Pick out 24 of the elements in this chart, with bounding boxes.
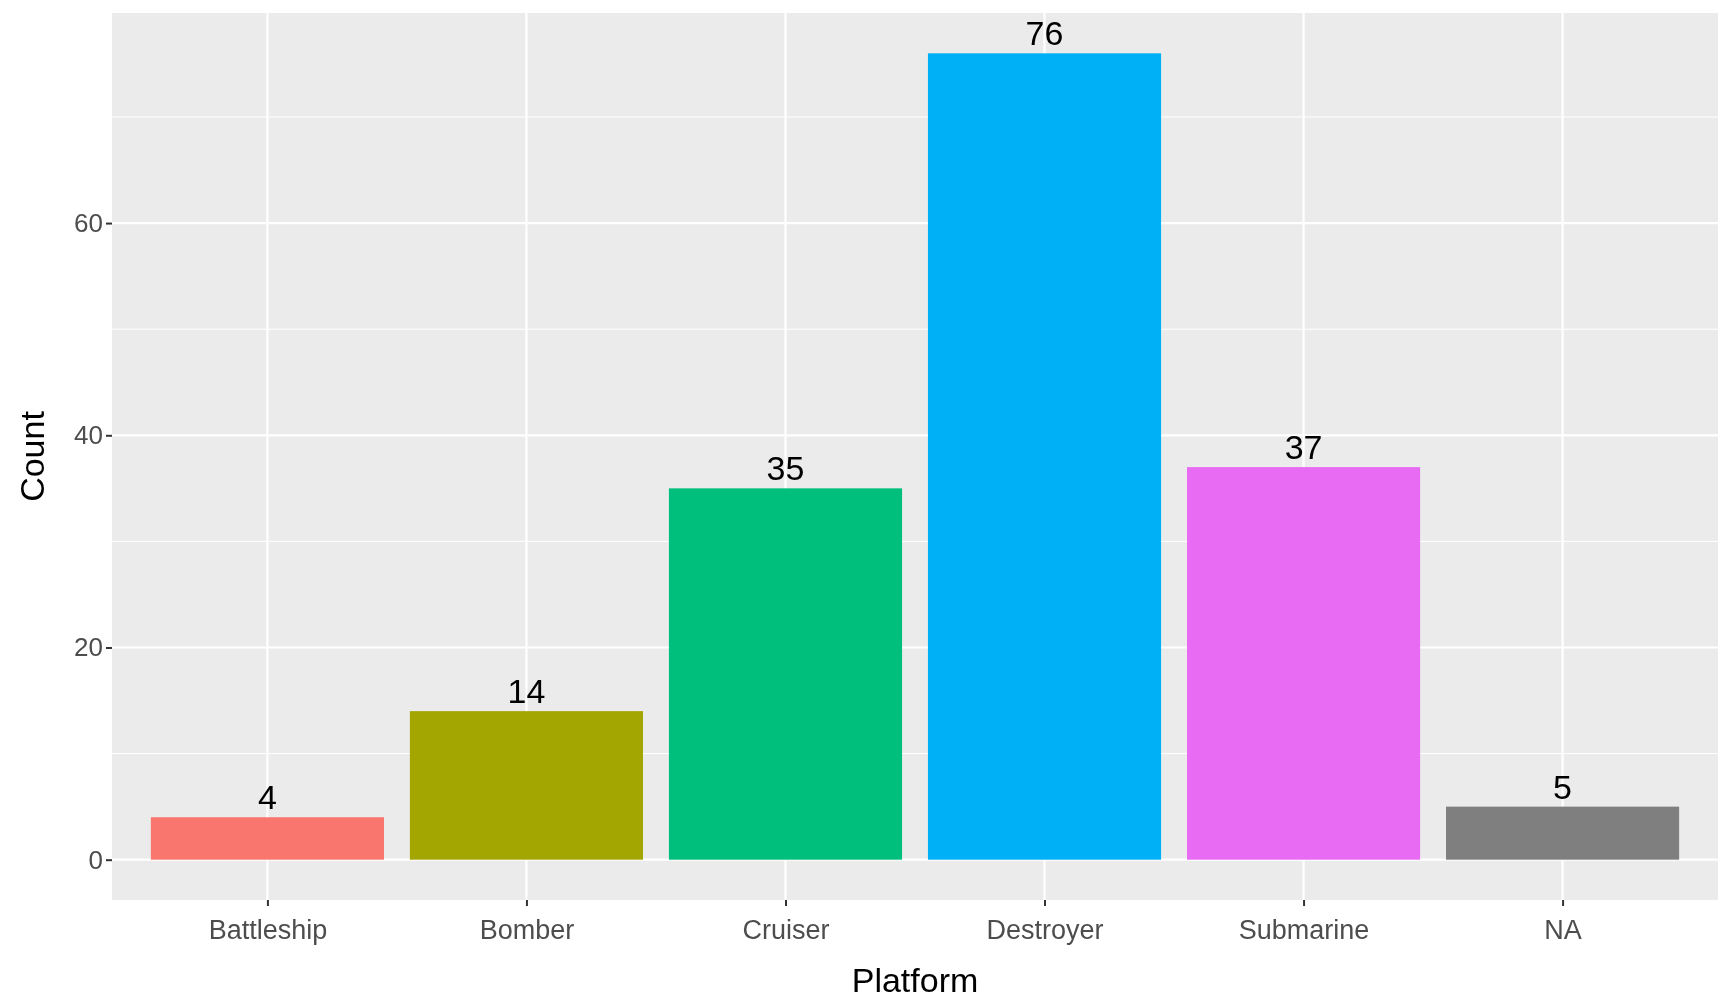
data-label: 14 (507, 672, 546, 711)
bar (150, 817, 384, 860)
data-label: 76 (1025, 14, 1064, 53)
data-label: 5 (1553, 767, 1573, 806)
y-tick-label: 20 (74, 632, 103, 663)
x-tick-label: Submarine (1238, 914, 1370, 945)
y-axis-title: Count (13, 410, 51, 502)
data-label: 4 (257, 778, 277, 817)
y-tick-label: 0 (88, 844, 103, 875)
x-axis-title: Platform (851, 961, 979, 999)
x-tick-label: Bomber (479, 914, 575, 945)
data-label: 35 (766, 449, 805, 488)
y-tick-label: 40 (74, 420, 103, 451)
x-tick-label: NA (1544, 914, 1582, 945)
bar (1446, 806, 1680, 860)
data-label: 37 (1284, 428, 1323, 467)
bar (927, 53, 1162, 860)
x-tick-label: Cruiser (742, 914, 830, 945)
bar (1186, 467, 1421, 860)
x-tick-label: Battleship (208, 914, 328, 945)
bar (409, 711, 644, 860)
bar (668, 488, 903, 860)
y-tick-label: 60 (74, 207, 103, 238)
x-tick-label: Destroyer (986, 914, 1104, 945)
